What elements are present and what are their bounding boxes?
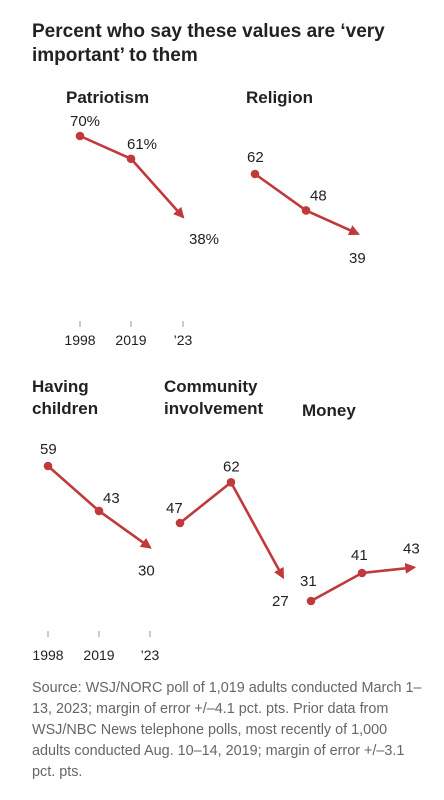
data-label: 41 bbox=[351, 547, 368, 564]
series-arrow-segment bbox=[361, 562, 417, 575]
panel-title: Community bbox=[164, 377, 258, 396]
data-point bbox=[357, 568, 367, 578]
panel-title: Having bbox=[32, 377, 89, 396]
series-line-segment bbox=[179, 481, 232, 525]
source-note: Source: WSJ/NORC poll of 1,019 adults co… bbox=[32, 680, 422, 780]
data-label: 59 bbox=[40, 441, 57, 458]
series-line-segment bbox=[47, 465, 100, 512]
x-tick-label: 2019 bbox=[83, 647, 114, 663]
x-tick-label: ’23 bbox=[174, 332, 193, 348]
x-tick-label: ’23 bbox=[141, 647, 160, 663]
panel-title: children bbox=[32, 399, 98, 418]
data-point bbox=[94, 506, 104, 516]
panel-title: involvement bbox=[164, 399, 264, 418]
data-label: 47 bbox=[166, 500, 183, 517]
data-point bbox=[226, 478, 236, 487]
data-label: 39 bbox=[349, 250, 366, 267]
data-label: 31 bbox=[300, 573, 317, 590]
series-arrow-segment bbox=[130, 157, 185, 219]
data-label: 38% bbox=[189, 231, 219, 248]
x-tick-label: 1998 bbox=[64, 332, 95, 348]
data-label: 61% bbox=[127, 136, 157, 153]
data-label: 48 bbox=[310, 187, 327, 204]
data-label: 62 bbox=[247, 149, 264, 166]
data-point bbox=[75, 131, 85, 141]
chart-title: Percent who say these values are ‘very i… bbox=[32, 21, 385, 66]
series-line-segment bbox=[79, 134, 132, 160]
data-point bbox=[175, 518, 185, 528]
series-arrow-segment bbox=[305, 209, 360, 236]
panel-title: Patriotism bbox=[66, 88, 149, 107]
data-point bbox=[250, 169, 260, 179]
series-arrow-segment bbox=[98, 509, 152, 549]
data-label: 43 bbox=[103, 490, 120, 507]
data-point bbox=[306, 596, 316, 606]
data-point bbox=[43, 461, 53, 471]
data-point bbox=[126, 154, 136, 164]
x-tick-label: 1998 bbox=[32, 647, 63, 663]
series-line-segment bbox=[310, 571, 363, 603]
data-label: 62 bbox=[223, 458, 240, 475]
series-arrow-segment bbox=[229, 481, 285, 580]
small-multiples-chart: Patriotism 70% 61% 38% 1998 2019 ’23 Religion 62… bbox=[32, 88, 420, 663]
data-label: 30 bbox=[138, 562, 155, 579]
panel-title: Money bbox=[302, 401, 356, 420]
data-point bbox=[301, 206, 311, 215]
data-label: 70% bbox=[70, 113, 100, 130]
x-tick-label: 2019 bbox=[115, 332, 146, 348]
series-line-segment bbox=[254, 172, 307, 212]
panel-title: Religion bbox=[246, 88, 313, 107]
data-label: 43 bbox=[403, 540, 420, 557]
data-label: 27 bbox=[272, 593, 289, 610]
